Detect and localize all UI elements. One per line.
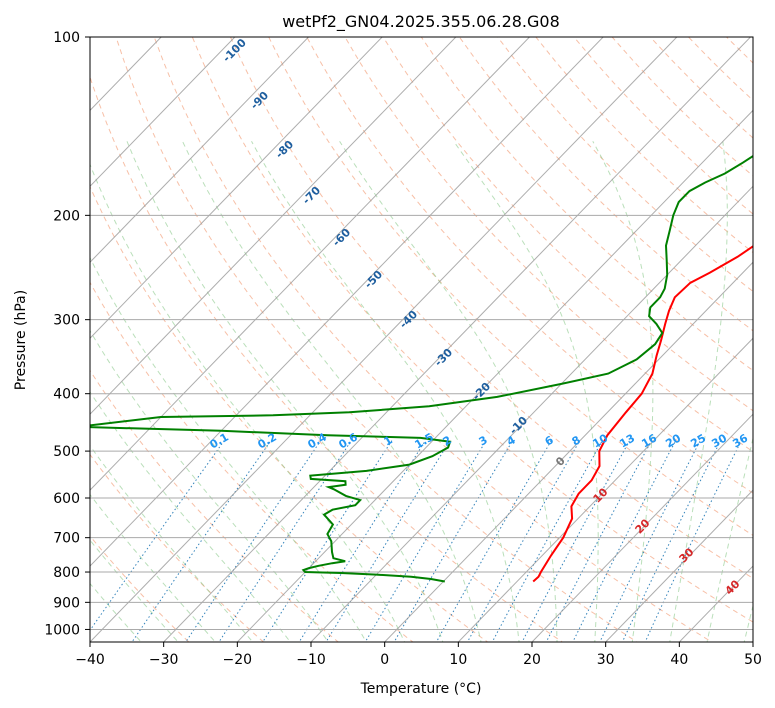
moist-adiabat xyxy=(90,444,254,642)
y-tick-label: 100 xyxy=(53,30,80,46)
dry-adiabat xyxy=(191,37,753,623)
plot-frame xyxy=(89,36,754,643)
moist-adiabat xyxy=(90,391,291,642)
y-tick-label: 700 xyxy=(53,531,80,547)
mixing-ratio-line xyxy=(491,440,603,642)
moist-adiabat xyxy=(339,141,558,642)
y-tick-label: 900 xyxy=(53,595,80,611)
isotherm xyxy=(162,37,752,642)
isotherm xyxy=(90,37,457,415)
moist-adiabat xyxy=(90,493,216,642)
isotherm xyxy=(236,109,753,642)
mixing-ratio-line xyxy=(185,440,322,642)
isotherm xyxy=(90,37,310,263)
y-tick-label: 800 xyxy=(53,565,80,581)
y-tick-label: 500 xyxy=(53,444,80,460)
isotherm xyxy=(383,261,753,642)
x-tick-label: 20 xyxy=(523,652,541,668)
moist-adiabat xyxy=(669,141,728,642)
mixing-ratio-line xyxy=(435,440,552,642)
isotherm xyxy=(90,37,236,188)
dry-adiabat xyxy=(382,37,753,412)
dry-adiabat xyxy=(115,37,638,642)
temperature-profile xyxy=(532,245,753,583)
moist-adiabat xyxy=(251,141,520,642)
isotherm xyxy=(531,413,753,642)
x-tick-label: 50 xyxy=(744,652,762,668)
dry-adiabat xyxy=(90,185,489,642)
isotherm xyxy=(90,37,531,491)
moist-adiabat xyxy=(126,141,444,642)
mixing-ratio-line xyxy=(393,440,514,642)
mixing-ratio-line xyxy=(621,440,722,642)
isotherm xyxy=(90,37,383,339)
dry-adiabat xyxy=(90,453,265,642)
isotherm xyxy=(90,37,678,642)
isotherm xyxy=(310,185,753,642)
y-tick-label: 300 xyxy=(53,313,80,329)
moist-adiabat xyxy=(90,256,367,642)
dry-adiabat xyxy=(458,37,753,332)
y-tick-label: 600 xyxy=(53,491,80,507)
mixing-ratio-line xyxy=(572,440,677,642)
isotherm xyxy=(90,37,604,567)
moist-adiabat xyxy=(90,329,329,642)
x-tick-label: −30 xyxy=(149,652,179,668)
chart-title: wetPf2_GN04.2025.355.06.28.G08 xyxy=(282,12,560,32)
y-axis-title: Pressure (hPa) xyxy=(13,290,29,390)
mixing-ratio-line xyxy=(466,440,581,642)
moist-adiabat xyxy=(182,141,482,642)
x-axis-title: Temperature (°C) xyxy=(360,681,482,697)
mixing-ratio-line xyxy=(545,440,653,642)
moist-adiabat xyxy=(90,163,406,642)
moist-adiabat xyxy=(706,436,753,642)
dewpoint-profile xyxy=(90,154,753,583)
x-tick-label: 0 xyxy=(380,652,389,668)
mixing-ratio-line xyxy=(644,440,742,642)
y-tick-label: 400 xyxy=(53,387,80,403)
x-tick-label: −10 xyxy=(296,652,326,668)
dry-adiabat xyxy=(229,37,753,579)
x-tick-label: 30 xyxy=(597,652,615,668)
dry-adiabat xyxy=(344,37,753,453)
x-tick-label: 10 xyxy=(449,652,467,668)
y-tick-label: 200 xyxy=(53,208,80,224)
mixing-ratio-line xyxy=(521,440,631,642)
dry-adiabat xyxy=(90,75,564,642)
isotherm xyxy=(457,337,753,642)
x-tick-label: −20 xyxy=(223,652,253,668)
isotherm xyxy=(604,489,753,642)
x-tick-label: −40 xyxy=(75,652,105,668)
mixing-ratio-line xyxy=(364,440,487,642)
x-tick-label: 40 xyxy=(670,652,688,668)
mixing-ratio-line xyxy=(599,440,701,642)
mixing-ratio-line xyxy=(298,440,426,642)
dry-adiabat xyxy=(90,369,340,642)
moist-adiabat xyxy=(453,141,599,642)
y-tick-label: 1000 xyxy=(44,622,80,638)
